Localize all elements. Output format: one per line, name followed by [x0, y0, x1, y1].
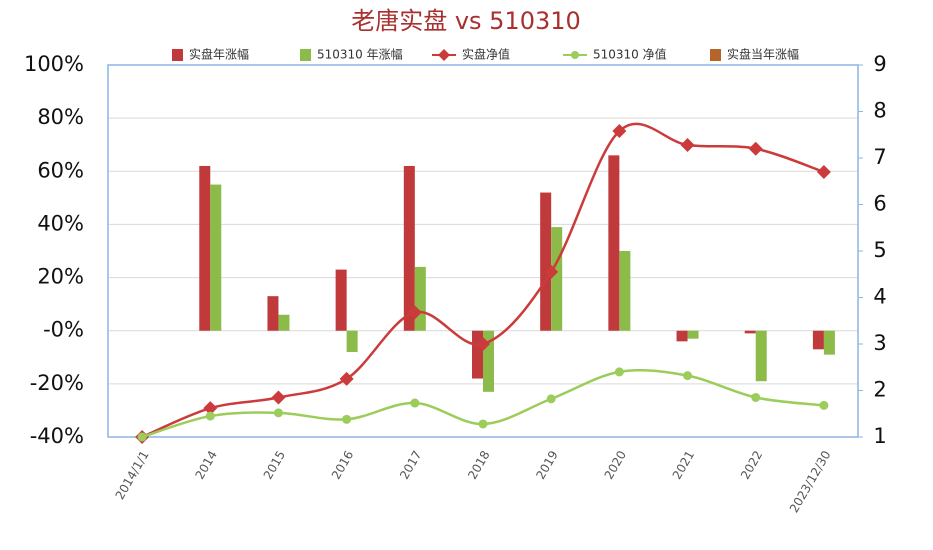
bar	[823, 330, 835, 355]
y2-tick-label: 6	[873, 192, 886, 216]
legend-swatch	[300, 49, 311, 61]
bar	[403, 165, 415, 331]
y-tick-label: -40%	[30, 424, 84, 448]
chart-title: 老唐实盘 vs 510310	[351, 7, 581, 35]
marker	[205, 411, 215, 421]
legend-swatch	[571, 51, 579, 59]
bar	[483, 330, 494, 392]
bar	[687, 330, 699, 339]
bar	[199, 165, 211, 331]
marker	[476, 337, 490, 351]
bar	[335, 269, 347, 331]
bar	[210, 184, 222, 331]
y2-tick-label: 5	[873, 238, 886, 262]
bar	[755, 330, 767, 382]
y2-tick-label: 8	[873, 99, 886, 123]
bar	[608, 155, 620, 331]
marker	[612, 124, 627, 139]
y-tick-label: 80%	[37, 105, 84, 129]
bar	[472, 330, 483, 379]
legend-label: 510310 年涨幅	[317, 47, 403, 62]
y-tick-label: 20%	[37, 265, 84, 289]
y2-tick-label: 3	[873, 331, 886, 355]
bar	[744, 330, 756, 334]
marker	[819, 400, 829, 410]
y-tick-label: 100%	[24, 52, 84, 76]
y-tick-label: -20%	[30, 371, 84, 395]
line	[141, 122, 825, 439]
legend-label: 实盘净值	[462, 47, 510, 62]
y2-tick-label: 7	[873, 145, 886, 169]
plot-frame	[107, 64, 859, 438]
bar	[812, 330, 824, 350]
marker	[816, 164, 831, 179]
bar	[346, 330, 358, 352]
marker	[614, 367, 624, 377]
marker	[751, 392, 761, 402]
bar	[619, 251, 631, 331]
marker	[271, 390, 286, 405]
bar	[676, 330, 688, 342]
marker	[410, 398, 420, 408]
legend-label: 510310 净值	[593, 47, 667, 62]
y-tick-label: -0%	[43, 318, 84, 342]
marker	[544, 264, 559, 279]
marker	[680, 137, 695, 152]
marker	[203, 401, 218, 416]
marker	[339, 371, 354, 386]
y2-tick-label: 1	[873, 424, 886, 448]
marker	[407, 305, 422, 320]
legend-swatch	[710, 49, 721, 61]
y2-tick-label: 2	[873, 378, 886, 402]
legend-label: 实盘年涨幅	[189, 47, 249, 62]
legend-swatch	[438, 49, 450, 61]
y2-tick-label: 4	[873, 285, 886, 309]
bar	[414, 266, 426, 331]
y2-tick-label: 9	[873, 52, 886, 76]
marker	[683, 371, 693, 381]
marker	[546, 394, 556, 404]
y-tick-label: 40%	[37, 211, 84, 235]
marker	[342, 414, 352, 424]
marker	[273, 408, 283, 418]
marker	[478, 419, 488, 429]
bar	[540, 192, 552, 331]
legend-label: 实盘当年涨幅	[727, 47, 799, 62]
legend-swatch	[172, 49, 183, 61]
bar	[278, 314, 290, 331]
marker	[137, 432, 147, 442]
bar	[551, 227, 563, 331]
bar	[267, 296, 279, 331]
y-tick-label: 60%	[37, 158, 84, 182]
marker	[748, 141, 763, 156]
